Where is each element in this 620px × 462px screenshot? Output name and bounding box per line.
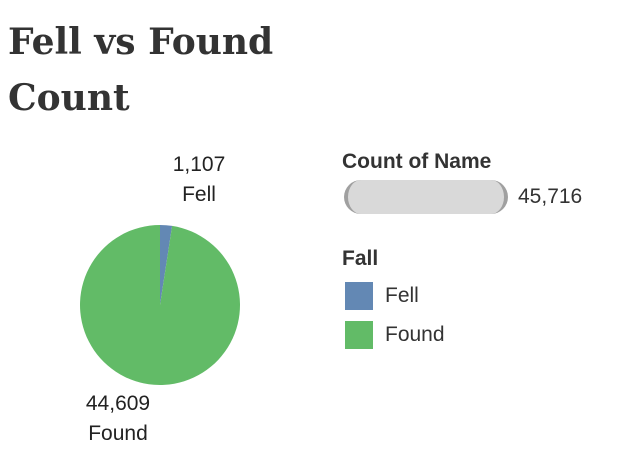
chart-title: Fell vs Found Count: [8, 14, 273, 126]
size-legend: 45,716: [342, 178, 604, 216]
pie-slice-fell[interactable]: [160, 225, 173, 305]
pie-slice-found[interactable]: [79, 225, 240, 385]
size-legend-value: 45,716: [518, 185, 583, 208]
size-legend-title: Count of Name: [342, 150, 492, 173]
pie-chart[interactable]: [60, 205, 260, 405]
slice-value-found: 44,609: [85, 392, 151, 415]
slice-value-fell: 1,107: [172, 153, 226, 176]
legend-swatch-found: [345, 321, 373, 349]
size-legend-title-block: Count of Name: [342, 150, 491, 174]
legend-swatch-fell: [345, 282, 373, 310]
slice-name-found: Found: [88, 422, 148, 445]
slice-label-found: 44,609 Found: [70, 389, 166, 449]
legend-label-fell: Fell: [385, 284, 419, 307]
chart-title-line-2: Count: [8, 77, 130, 119]
color-legend-title: Fall: [342, 247, 379, 270]
color-legend-title-block: Fall: [342, 247, 378, 271]
slice-name-fell: Fell: [182, 183, 216, 206]
chart-title-line-1: Fell vs Found: [8, 21, 274, 63]
slice-label-fell: 1,107 Fell: [160, 150, 238, 210]
size-legend-bar: [344, 180, 508, 214]
legend-label-found: Found: [385, 323, 445, 346]
